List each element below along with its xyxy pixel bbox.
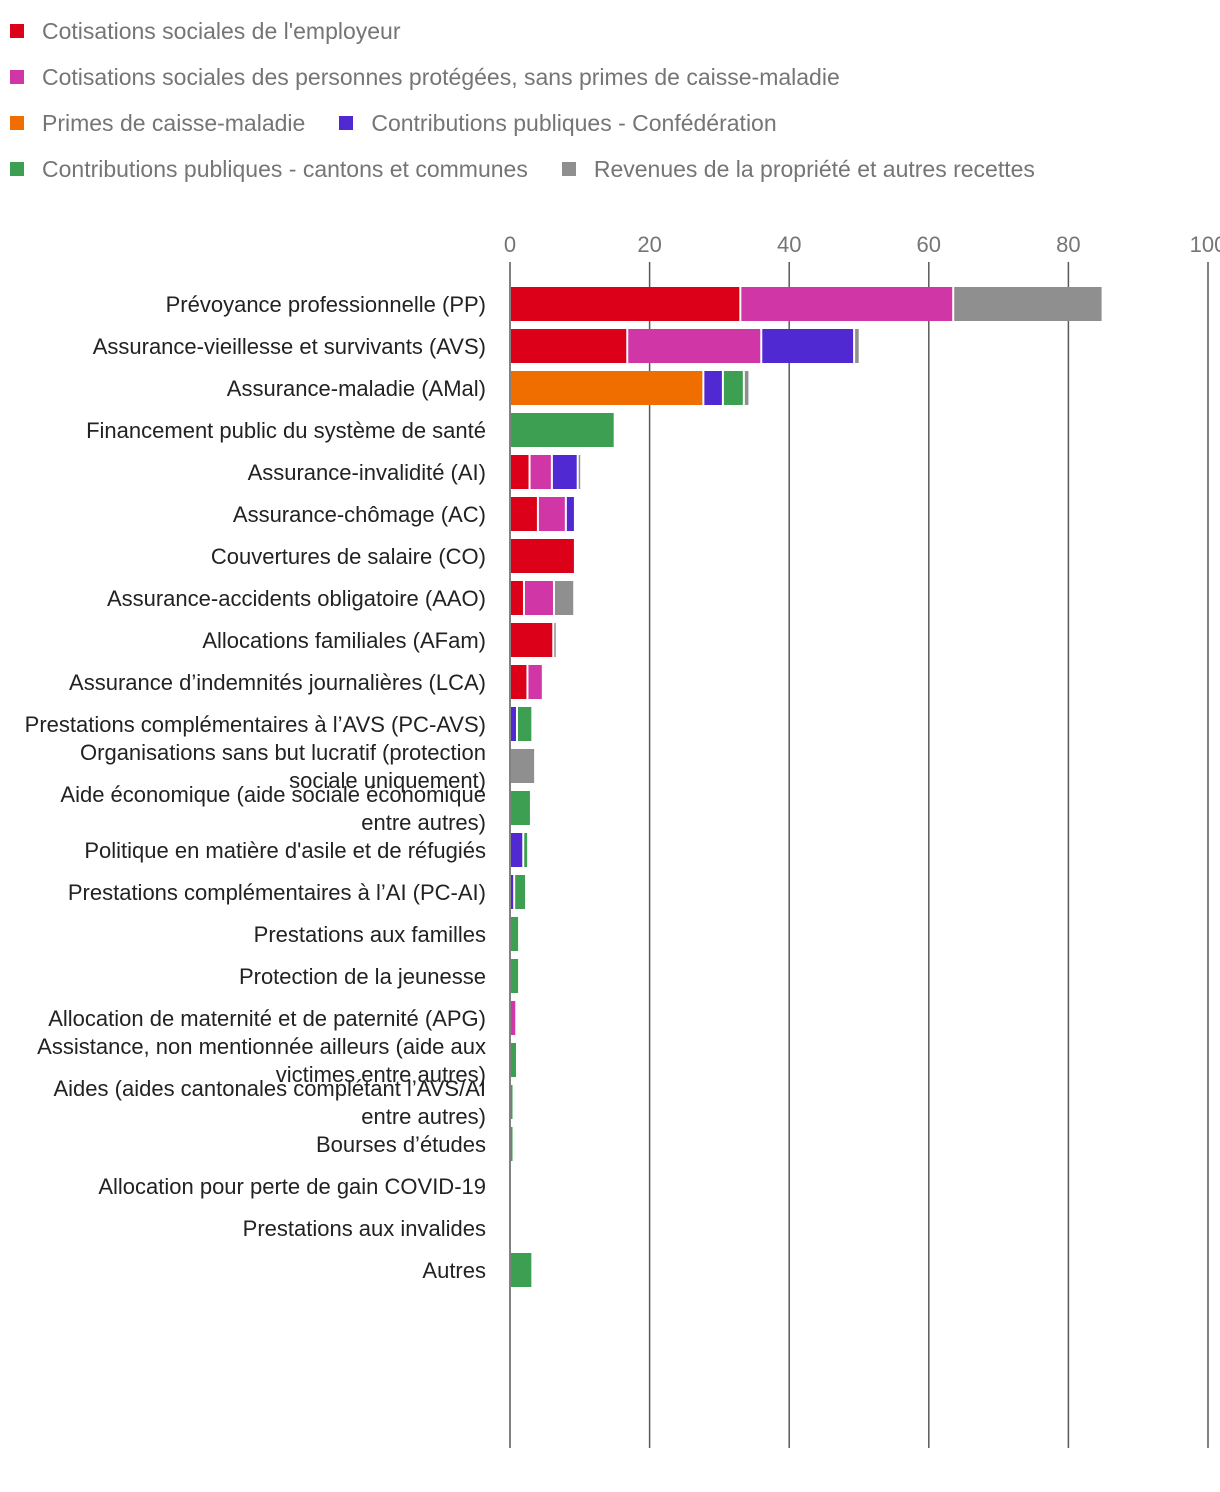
category-label: Assurance d’indemnités journalières (LCA… bbox=[69, 670, 486, 695]
legend-item-premiums[interactable]: Primes de caisse-maladie bbox=[10, 110, 305, 137]
category-label: Couvertures de salaire (CO) bbox=[211, 544, 486, 569]
legend-row: Primes de caisse-maladie Contributions p… bbox=[10, 100, 1210, 146]
category-label: Aide économique (aide sociale économique… bbox=[60, 782, 486, 835]
bar-segment bbox=[511, 1127, 513, 1161]
legend-swatch-insured bbox=[10, 70, 24, 84]
legend-label-cantons: Contributions publiques - cantons et com… bbox=[42, 155, 528, 182]
legend-item-insured[interactable]: Cotisations sociales des personnes proté… bbox=[10, 64, 840, 91]
bar-segment bbox=[511, 1253, 532, 1287]
bar-segment bbox=[741, 287, 953, 321]
category-label: Protection de la jeunesse bbox=[239, 964, 486, 989]
legend-row: Contributions publiques - cantons et com… bbox=[10, 146, 1210, 192]
bar-segment bbox=[511, 413, 614, 447]
legend-row: Cotisations sociales de l'employeur bbox=[10, 8, 1210, 54]
bar-segment bbox=[762, 329, 854, 363]
bar-segment bbox=[511, 371, 703, 405]
category-label: Assurance-chômage (AC) bbox=[233, 502, 486, 527]
bar-segment bbox=[511, 707, 516, 741]
bar-segment bbox=[511, 749, 535, 783]
legend-label-employer: Cotisations sociales de l'employeur bbox=[42, 17, 401, 44]
x-tick-label: 20 bbox=[637, 232, 661, 257]
x-tick-label: 80 bbox=[1056, 232, 1080, 257]
bar-segment bbox=[511, 665, 527, 699]
category-label: Politique en matière d'asile et de réfug… bbox=[84, 838, 486, 863]
bar-segment bbox=[511, 959, 519, 993]
category-label: Bourses d’études bbox=[316, 1132, 486, 1157]
category-label: Assurance-vieillesse et survivants (AVS) bbox=[93, 334, 486, 359]
bar-segment bbox=[628, 329, 761, 363]
x-tick-label: 0 bbox=[504, 232, 516, 257]
bar-segment bbox=[511, 497, 537, 531]
bar-segment bbox=[511, 1001, 516, 1035]
legend: Cotisations sociales de l'employeur Coti… bbox=[10, 8, 1210, 192]
bar-segment bbox=[517, 707, 532, 741]
bar-segment bbox=[578, 455, 581, 489]
legend-item-confederation[interactable]: Contributions publiques - Confédération bbox=[339, 109, 777, 137]
bar-segment bbox=[511, 581, 523, 615]
bar-segment bbox=[511, 833, 523, 867]
bar-segment bbox=[954, 287, 1102, 321]
bar-segment bbox=[511, 917, 519, 951]
category-label: Allocation de maternité et de paternité … bbox=[48, 1006, 486, 1031]
bar-segment bbox=[524, 581, 553, 615]
bar-segment bbox=[554, 623, 556, 657]
bar-segment bbox=[511, 287, 740, 321]
bar-segment bbox=[511, 539, 574, 573]
bar-segment bbox=[538, 497, 565, 531]
category-label: Organisations sans but lucratif (protect… bbox=[80, 740, 486, 793]
bar-segment bbox=[511, 329, 627, 363]
bar-segment bbox=[511, 791, 530, 825]
bar-segment bbox=[566, 497, 574, 531]
bar-segment bbox=[524, 833, 528, 867]
category-label: Financement public du système de santé bbox=[86, 418, 486, 443]
legend-swatch-employer bbox=[10, 24, 24, 38]
category-label: Aides (aides cantonales complétant l’AVS… bbox=[54, 1076, 487, 1129]
x-tick-label: 100 bbox=[1190, 232, 1220, 257]
legend-swatch-confederation bbox=[339, 116, 354, 130]
legend-swatch-other bbox=[561, 162, 576, 176]
category-label: Assurance-maladie (AMal) bbox=[227, 376, 486, 401]
category-label: Allocations familiales (AFam) bbox=[202, 628, 486, 653]
category-label: Assistance, non mentionnée ailleurs (aid… bbox=[37, 1034, 486, 1087]
category-label: Prestations aux familles bbox=[254, 922, 486, 947]
category-label: Assurance-accidents obligatoire (AAO) bbox=[107, 586, 486, 611]
category-label: Prestations complémentaires à l’AVS (PC-… bbox=[25, 712, 486, 737]
legend-label-insured: Cotisations sociales des personnes proté… bbox=[42, 63, 840, 90]
legend-item-cantons[interactable]: Contributions publiques - cantons et com… bbox=[10, 156, 528, 183]
bar-segment bbox=[744, 371, 749, 405]
category-label: Prestations aux invalides bbox=[243, 1216, 486, 1241]
category-label: Assurance-invalidité (AI) bbox=[248, 460, 486, 485]
bar-segment bbox=[511, 623, 553, 657]
bar-segment bbox=[530, 455, 551, 489]
bar-segment bbox=[723, 371, 743, 405]
category-label: Autres bbox=[422, 1258, 486, 1283]
legend-row: Cotisations sociales des personnes proté… bbox=[10, 54, 1210, 100]
legend-swatch-premiums bbox=[10, 116, 24, 130]
legend-item-employer[interactable]: Cotisations sociales de l'employeur bbox=[10, 18, 401, 45]
category-label: Prestations complémentaires à l’AI (PC-A… bbox=[68, 880, 486, 905]
bar-segment bbox=[704, 371, 722, 405]
bar-segment bbox=[511, 455, 529, 489]
bar-segment bbox=[511, 1085, 513, 1119]
bar-segment bbox=[528, 665, 542, 699]
legend-label-confederation: Contributions publiques - Confédération bbox=[371, 109, 777, 136]
legend-label-other: Revenues de la propriété et autres recet… bbox=[593, 155, 1035, 182]
bar-segment bbox=[552, 455, 577, 489]
bar-segment bbox=[511, 875, 514, 909]
legend-label-premiums: Primes de caisse-maladie bbox=[42, 109, 306, 136]
category-label: Allocation pour perte de gain COVID-19 bbox=[98, 1174, 486, 1199]
bar-segment bbox=[511, 1043, 516, 1077]
category-label: Prévoyance professionnelle (PP) bbox=[166, 292, 486, 317]
legend-item-other[interactable]: Revenues de la propriété et autres recet… bbox=[561, 155, 1035, 183]
bar-segment bbox=[855, 329, 859, 363]
x-tick-label: 60 bbox=[917, 232, 941, 257]
legend-swatch-cantons bbox=[10, 162, 24, 176]
bar-segment bbox=[554, 581, 574, 615]
x-tick-label: 40 bbox=[777, 232, 801, 257]
bar-segment bbox=[515, 875, 526, 909]
